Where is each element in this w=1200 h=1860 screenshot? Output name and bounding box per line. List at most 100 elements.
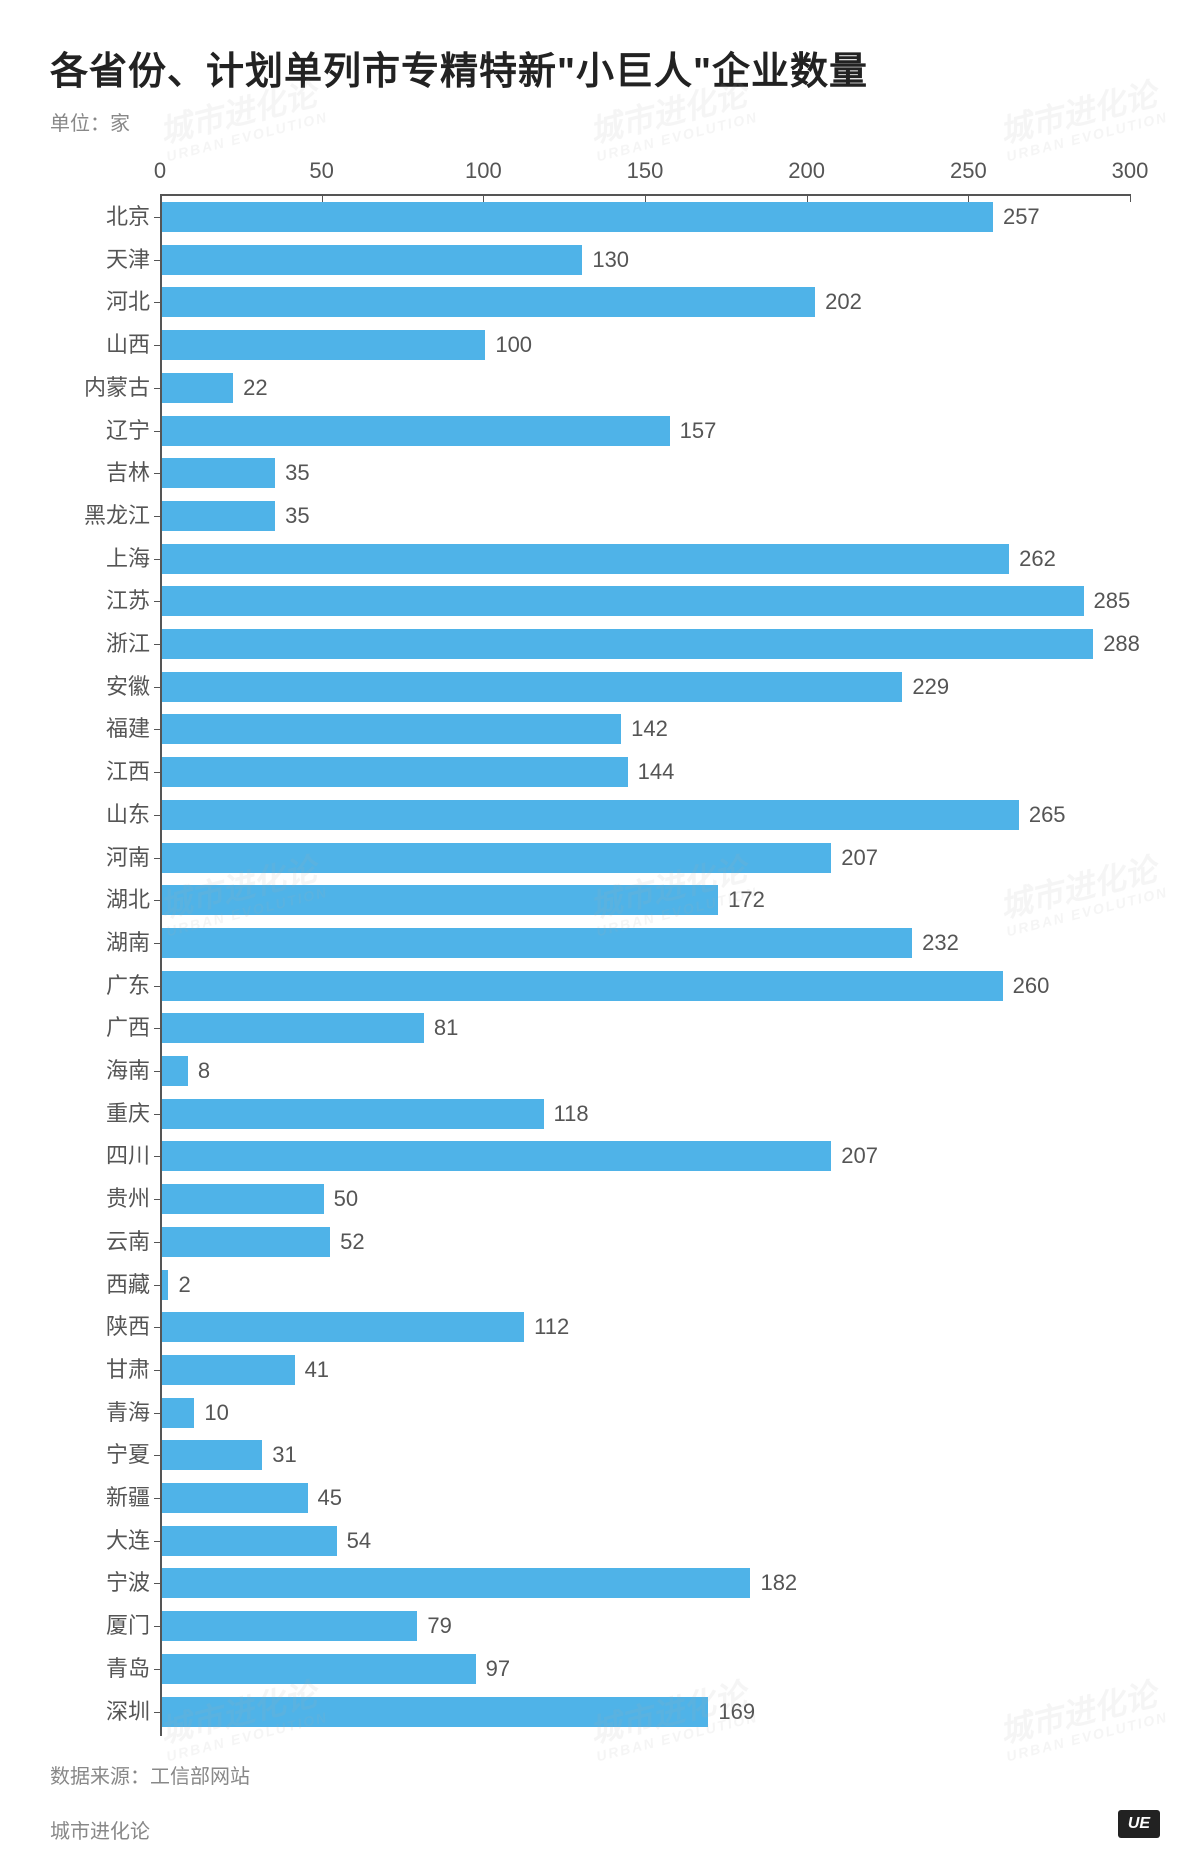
- bar-row: 福建142: [162, 714, 621, 744]
- bar: [162, 1355, 295, 1385]
- bar: [162, 672, 902, 702]
- bar: [162, 1440, 262, 1470]
- bar-row: 北京257: [162, 202, 993, 232]
- bar-row: 贵州50: [162, 1184, 324, 1214]
- value-label: 130: [582, 245, 629, 275]
- bar-row: 内蒙古22: [162, 373, 233, 403]
- bar: [162, 1526, 337, 1556]
- bar-row: 广西81: [162, 1013, 424, 1043]
- value-label: 52: [330, 1227, 364, 1257]
- value-label: 112: [524, 1312, 569, 1342]
- x-axis: 050100150200250300: [160, 156, 1130, 196]
- bar: [162, 714, 621, 744]
- bar-row: 青岛97: [162, 1654, 476, 1684]
- value-label: 50: [324, 1184, 358, 1214]
- bar: [162, 1697, 708, 1727]
- category-label: 广东: [106, 971, 162, 1001]
- category-label: 西藏: [106, 1270, 162, 1300]
- chart-area: 050100150200250300 北京257天津130河北202山西100内…: [160, 156, 1130, 1756]
- value-label: 97: [476, 1654, 510, 1684]
- bar: [162, 1056, 188, 1086]
- bar: [162, 245, 582, 275]
- bar-row: 黑龙江35: [162, 501, 275, 531]
- bar: [162, 928, 912, 958]
- bar: [162, 1483, 308, 1513]
- category-label: 新疆: [106, 1483, 162, 1513]
- bar: [162, 757, 628, 787]
- data-source: 数据来源：工信部网站: [50, 1760, 250, 1789]
- bar-row: 辽宁157: [162, 416, 670, 446]
- value-label: 2: [168, 1270, 190, 1300]
- value-label: 31: [262, 1440, 296, 1470]
- bar: [162, 501, 275, 531]
- bar: [162, 1654, 476, 1684]
- x-tick: [1130, 194, 1131, 202]
- bar: [162, 1312, 524, 1342]
- value-label: 41: [295, 1355, 329, 1385]
- x-tick-label: 150: [627, 158, 664, 184]
- category-label: 贵州: [106, 1184, 162, 1214]
- x-tick-label: 100: [465, 158, 502, 184]
- bar-row: 江苏285: [162, 586, 1084, 616]
- value-label: 288: [1093, 629, 1140, 659]
- value-label: 45: [308, 1483, 342, 1513]
- category-label: 江苏: [106, 586, 162, 616]
- bar-row: 江西144: [162, 757, 628, 787]
- category-label: 宁波: [106, 1568, 162, 1598]
- bar: [162, 1568, 750, 1598]
- bar-row: 天津130: [162, 245, 582, 275]
- bar-row: 上海262: [162, 544, 1009, 574]
- category-label: 上海: [106, 544, 162, 574]
- value-label: 54: [337, 1526, 371, 1556]
- bar-row: 河南207: [162, 843, 831, 873]
- value-label: 22: [233, 373, 267, 403]
- bar-row: 湖南232: [162, 928, 912, 958]
- bar: [162, 971, 1003, 1001]
- value-label: 232: [912, 928, 959, 958]
- category-label: 云南: [106, 1227, 162, 1257]
- bar-row: 厦门79: [162, 1611, 417, 1641]
- bar: [162, 1227, 330, 1257]
- category-label: 山西: [106, 330, 162, 360]
- bar-row: 重庆118: [162, 1099, 544, 1129]
- bar: [162, 1141, 831, 1171]
- bar: [162, 1611, 417, 1641]
- category-label: 河南: [106, 843, 162, 873]
- value-label: 207: [831, 843, 878, 873]
- category-label: 浙江: [106, 629, 162, 659]
- value-label: 229: [902, 672, 949, 702]
- category-label: 安徽: [106, 672, 162, 702]
- value-label: 8: [188, 1056, 210, 1086]
- category-label: 陕西: [106, 1312, 162, 1342]
- value-label: 118: [544, 1099, 589, 1129]
- bar: [162, 373, 233, 403]
- category-label: 北京: [106, 202, 162, 232]
- category-label: 吉林: [106, 458, 162, 488]
- category-label: 海南: [106, 1056, 162, 1086]
- x-tick-label: 250: [950, 158, 987, 184]
- chart-title: 各省份、计划单列市专精特新"小巨人"企业数量: [50, 40, 1150, 95]
- category-label: 湖北: [106, 885, 162, 915]
- category-label: 深圳: [106, 1697, 162, 1727]
- bar-row: 深圳169: [162, 1697, 708, 1727]
- category-label: 福建: [106, 714, 162, 744]
- bar-row: 海南8: [162, 1056, 188, 1086]
- category-label: 辽宁: [106, 416, 162, 446]
- value-label: 285: [1084, 586, 1131, 616]
- bar-row: 浙江288: [162, 629, 1093, 659]
- value-label: 265: [1019, 800, 1066, 830]
- value-label: 207: [831, 1141, 878, 1171]
- bar: [162, 800, 1019, 830]
- bar-row: 陕西112: [162, 1312, 524, 1342]
- value-label: 202: [815, 287, 862, 317]
- ue-badge-icon: UE: [1118, 1810, 1160, 1838]
- bar-row: 广东260: [162, 971, 1003, 1001]
- value-label: 169: [708, 1697, 755, 1727]
- category-label: 青海: [106, 1398, 162, 1428]
- category-label: 河北: [106, 287, 162, 317]
- bar: [162, 544, 1009, 574]
- value-label: 35: [275, 501, 309, 531]
- chart-subtitle: 单位：家: [50, 107, 1150, 136]
- bar-row: 甘肃41: [162, 1355, 295, 1385]
- bar: [162, 416, 670, 446]
